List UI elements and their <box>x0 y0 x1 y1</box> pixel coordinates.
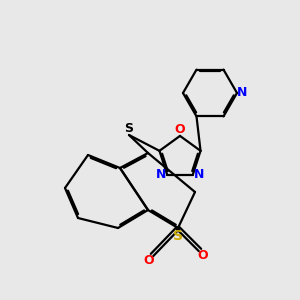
Text: S: S <box>124 122 133 135</box>
Text: N: N <box>194 169 205 182</box>
Text: N: N <box>155 169 166 182</box>
Text: O: O <box>175 123 185 136</box>
Text: N: N <box>237 86 248 100</box>
Text: S: S <box>173 229 183 242</box>
Text: O: O <box>198 249 208 262</box>
Text: O: O <box>144 254 154 267</box>
